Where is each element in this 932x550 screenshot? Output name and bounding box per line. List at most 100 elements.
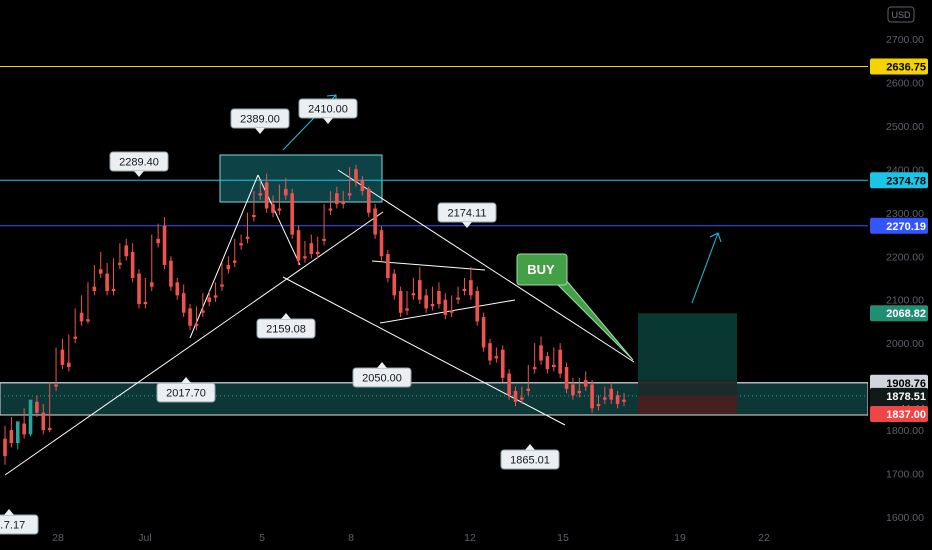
candle xyxy=(507,369,511,400)
profit-zone[interactable] xyxy=(638,313,737,380)
candle xyxy=(290,188,294,239)
candle xyxy=(552,347,556,372)
candle xyxy=(354,165,358,187)
price-axis-badge-label: 1837.00 xyxy=(886,409,926,421)
price-callout[interactable]: 2389.00 xyxy=(230,108,290,134)
candle xyxy=(188,304,192,331)
candle xyxy=(264,173,269,213)
triangle-line-lower[interactable] xyxy=(379,299,516,324)
candle xyxy=(577,377,582,398)
x-tick-label: 22 xyxy=(758,532,770,544)
trendline[interactable] xyxy=(282,276,566,426)
candle xyxy=(488,338,492,365)
candle xyxy=(9,417,14,448)
buy-signal-label: BUY xyxy=(527,262,555,277)
candle xyxy=(245,212,250,244)
price-callout-label: 2174.11 xyxy=(448,208,487,220)
candle xyxy=(609,382,614,404)
price-axis-badge: 2374.78 xyxy=(870,172,928,189)
currency-label: USD xyxy=(891,10,911,20)
currency-badge[interactable]: USD xyxy=(887,6,915,23)
triangle-line-upper[interactable] xyxy=(371,260,486,271)
price-callout[interactable]: 2050.00 xyxy=(352,362,412,388)
candle xyxy=(175,277,180,300)
candle xyxy=(373,204,377,239)
candle xyxy=(328,191,333,215)
time-axis[interactable]: 28 Jul 5 8 12 15 19 22 xyxy=(52,532,770,544)
price-callout[interactable]: …7.17 xyxy=(0,509,39,535)
candle xyxy=(149,234,154,292)
x-tick-label: 12 xyxy=(464,532,476,544)
candle xyxy=(341,191,346,209)
y-tick-label: 2500.00 xyxy=(886,121,924,133)
candle xyxy=(118,243,122,270)
price-callout[interactable]: 2174.11 xyxy=(437,202,497,228)
candle xyxy=(322,204,326,246)
candle xyxy=(296,225,301,265)
price-axis-badge: 1837.00 xyxy=(870,405,928,422)
x-tick-label: Jul xyxy=(138,532,151,544)
candle xyxy=(564,362,569,394)
price-callout-label: 2050.00 xyxy=(362,373,402,385)
candle xyxy=(430,286,435,311)
candle xyxy=(558,343,562,378)
price-callout-label: 2389.00 xyxy=(240,114,280,126)
price-axis-badge-label: 2270.19 xyxy=(886,221,926,233)
price-axis-badge-label: 1878.51 xyxy=(886,391,926,403)
y-tick-label: 2700.00 xyxy=(886,34,924,46)
candle xyxy=(105,262,109,296)
price-callout[interactable]: 2159.08 xyxy=(256,313,316,339)
trendline[interactable] xyxy=(337,169,635,363)
candle xyxy=(532,343,537,374)
x-tick-label: 8 xyxy=(348,532,354,544)
candle xyxy=(571,377,575,400)
candle xyxy=(303,241,307,263)
candle xyxy=(437,282,441,309)
price-axis-badge-label: 2068.82 xyxy=(886,308,926,320)
long-position-tool[interactable] xyxy=(638,313,737,414)
candle xyxy=(28,399,33,437)
loss-zone[interactable] xyxy=(638,395,737,414)
entry-zone[interactable] xyxy=(638,379,737,396)
price-callout[interactable]: 2410.00 xyxy=(298,98,358,124)
candle xyxy=(124,238,129,261)
price-callout-label: 2017.70 xyxy=(166,388,206,400)
candle xyxy=(424,288,428,313)
y-tick-label: 1600.00 xyxy=(886,512,924,524)
price-axis-background xyxy=(868,0,932,550)
candle xyxy=(98,251,103,278)
candle xyxy=(335,186,339,209)
candle xyxy=(194,306,199,331)
candle xyxy=(545,351,550,374)
price-callout[interactable]: 2017.70 xyxy=(156,377,216,403)
candle xyxy=(252,191,256,222)
y-tick-label: 2100.00 xyxy=(886,295,924,307)
price-callout[interactable]: 2289.40 xyxy=(109,151,169,177)
candle xyxy=(220,262,224,292)
price-callout[interactable]: 1865.01 xyxy=(500,444,560,470)
candle xyxy=(258,180,263,200)
price-axis-badge: 1908.76 xyxy=(870,374,928,391)
candle xyxy=(35,395,39,418)
candle xyxy=(60,338,65,370)
price-axis-badge: 2636.75 xyxy=(870,58,928,75)
price-callout-label: 1865.01 xyxy=(510,455,550,467)
price-axis-badge-label: 1908.76 xyxy=(886,378,926,390)
candle xyxy=(47,382,52,433)
buy-signal: BUY xyxy=(516,253,634,361)
trendline[interactable] xyxy=(4,211,384,476)
candle xyxy=(456,286,460,305)
candle xyxy=(411,277,416,300)
candle xyxy=(232,238,237,268)
candle xyxy=(475,286,480,326)
candle xyxy=(398,286,403,318)
candle xyxy=(603,386,607,404)
candle xyxy=(162,217,167,270)
candle xyxy=(213,282,218,302)
candle xyxy=(449,295,454,318)
price-axis[interactable]: USD 2700.002600.002500.002400.002300.002… xyxy=(868,0,932,550)
candle xyxy=(392,269,397,300)
candle xyxy=(366,186,371,218)
candle xyxy=(54,347,58,391)
